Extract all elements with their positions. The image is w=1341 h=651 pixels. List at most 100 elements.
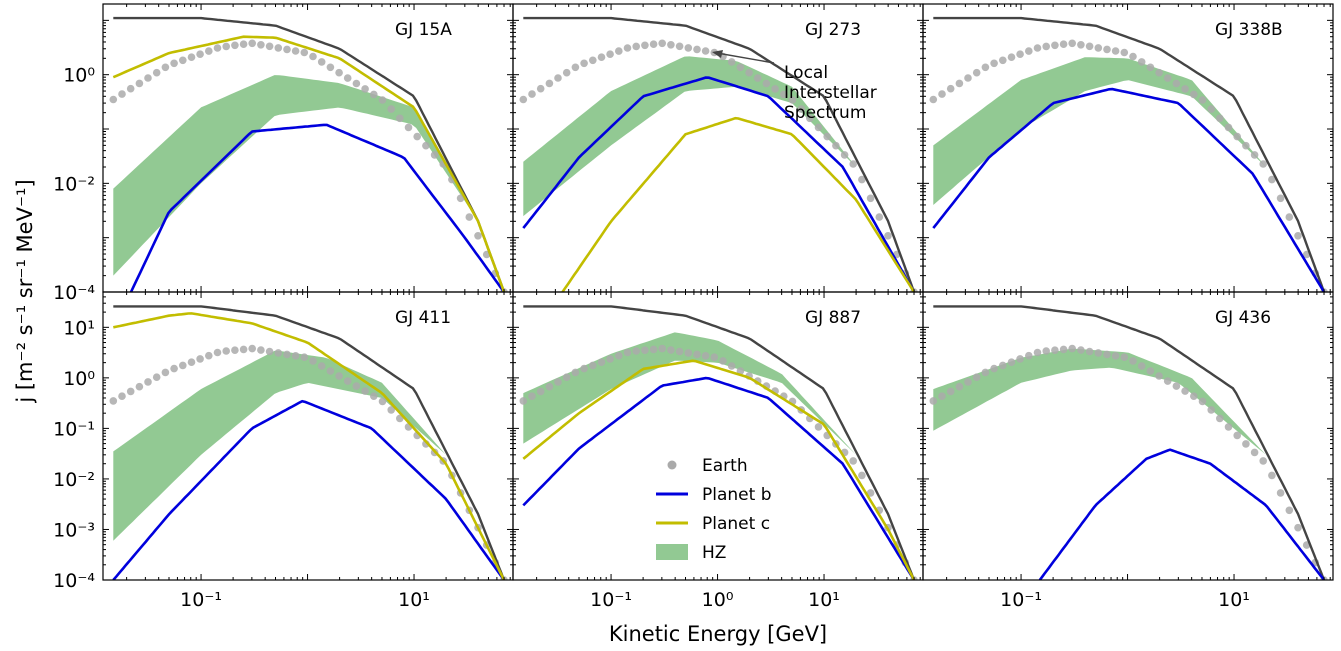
earth-point <box>606 50 614 58</box>
earth-point <box>753 74 762 82</box>
earth-point <box>832 141 840 150</box>
earth-point <box>118 90 126 98</box>
panel-gj-411: 10⁻¹ 10¹ 10⁻⁴ 10⁻³ 10⁻² 10⁻¹ 10⁰ 10¹ GJ 411 <box>53 291 514 611</box>
earth-point <box>536 84 545 93</box>
panel-frame <box>922 291 1334 581</box>
earth-point <box>257 41 265 49</box>
annotation-line: Interstellar <box>784 83 877 103</box>
legend-label: Planet b <box>702 485 772 505</box>
earth-point <box>536 387 545 396</box>
planet-c-line <box>113 312 506 580</box>
earth-point <box>1068 344 1076 353</box>
earth-point <box>352 79 361 88</box>
hz-band <box>523 56 914 292</box>
planet-b-line <box>522 376 916 580</box>
earth-point <box>875 213 884 221</box>
earth-point <box>1250 448 1259 457</box>
earth-point <box>422 141 430 150</box>
earth-point <box>641 41 649 50</box>
earth-point <box>1242 440 1250 448</box>
earth-point <box>615 47 623 55</box>
y-tick-label: 10⁰ <box>63 368 95 390</box>
panel-title: GJ 411 <box>395 308 451 328</box>
earth-point <box>361 387 369 395</box>
earth-point <box>1111 47 1120 55</box>
earth-point <box>144 74 152 82</box>
earth-series <box>929 344 1328 580</box>
earth-point <box>378 96 387 104</box>
panel-gj-15a: 10⁻⁴ 10⁻² 10⁰ GJ 15A <box>53 3 514 304</box>
earth-series <box>929 39 1328 292</box>
earth-point <box>771 85 779 93</box>
lis-line <box>933 305 1326 580</box>
earth-point <box>1120 353 1129 362</box>
y-tick-label: 10⁻¹ <box>53 418 95 440</box>
earth-point <box>187 53 196 61</box>
earth-point <box>1007 53 1016 61</box>
earth-point <box>1103 45 1111 54</box>
earth-point <box>274 349 283 357</box>
lis-line <box>113 16 506 292</box>
legend-item-b: Planet b <box>656 485 772 505</box>
earth-point <box>1198 96 1207 104</box>
earth-point <box>300 353 309 362</box>
earth-point <box>257 346 265 354</box>
earth-point <box>675 347 684 356</box>
earth-point <box>964 74 972 82</box>
earth-point <box>938 392 946 401</box>
earth-point <box>946 84 955 93</box>
legend-label: HZ <box>702 543 726 563</box>
earth-point <box>1276 489 1285 497</box>
earth-point <box>213 348 222 357</box>
earth-point <box>404 123 413 132</box>
earth-point <box>615 351 623 360</box>
earth-point <box>1276 194 1285 203</box>
earth-point <box>387 105 396 113</box>
y-tick-label: 10⁻² <box>53 469 95 491</box>
earth-point <box>309 52 317 61</box>
annotation-arrowhead <box>712 50 723 58</box>
earth-point <box>1094 349 1103 357</box>
earth-point <box>649 40 658 48</box>
earth-point <box>528 90 536 98</box>
earth-point <box>727 58 736 66</box>
earth-point <box>135 382 144 391</box>
lis-line <box>113 305 506 580</box>
earth-point <box>413 132 422 141</box>
earth-point <box>239 40 248 48</box>
hz-band <box>113 75 505 292</box>
earth-point <box>179 56 187 65</box>
earth-point <box>196 50 204 58</box>
earth-point <box>239 345 248 354</box>
earth-point <box>396 114 404 123</box>
earth-point <box>300 48 309 57</box>
legend-swatch <box>656 544 688 560</box>
lis-line <box>523 16 916 292</box>
earth-point <box>109 397 118 405</box>
panel-title: GJ 338B <box>1215 20 1283 40</box>
plot-area <box>929 305 1328 580</box>
earth-point <box>641 346 649 355</box>
earth-point <box>1051 41 1059 50</box>
earth-point <box>929 397 938 405</box>
earth-point <box>1077 41 1085 49</box>
lis-line <box>523 305 916 580</box>
earth-point <box>658 344 666 353</box>
earth-point <box>693 350 701 359</box>
earth-point <box>474 232 482 240</box>
earth-point <box>283 45 291 54</box>
earth-point <box>797 105 805 113</box>
earth-point <box>623 348 632 357</box>
earth-point <box>283 350 291 359</box>
earth-point <box>465 213 474 221</box>
earth-point <box>1051 346 1059 355</box>
earth-point <box>1190 90 1198 99</box>
y-tick-label: 10⁻² <box>53 173 95 195</box>
lis-annotation: Local Interstellar Spectrum <box>712 50 877 123</box>
earth-point <box>667 346 675 354</box>
earth-point <box>589 361 597 370</box>
earth-point <box>684 44 693 52</box>
panel-title: GJ 273 <box>805 20 861 40</box>
x-axis-label: Kinetic Energy [GeV] <box>609 622 827 646</box>
earth-point <box>562 373 571 382</box>
